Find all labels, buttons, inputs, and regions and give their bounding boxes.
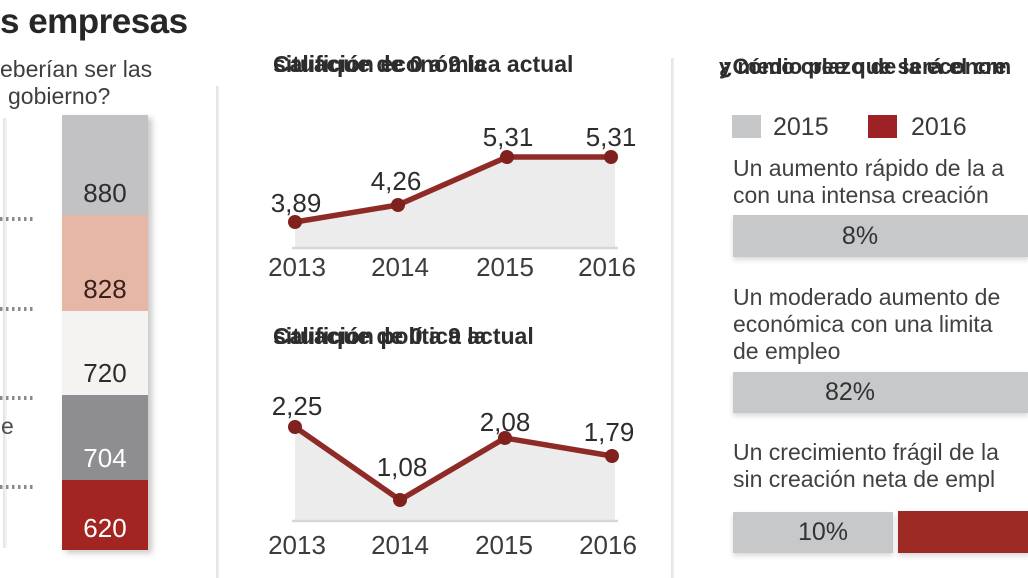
political-situation-line-value-label-2013: 2,25 — [271, 391, 323, 421]
economic-line-chart — [288, 150, 618, 250]
expectation-bar-1-percent-label: 8% — [841, 222, 879, 250]
expectation-heading-line-1: ¿Cómo cree que será el cre — [719, 54, 1007, 79]
political-line-chart — [288, 420, 619, 523]
expectation-heading-line-2: y medio plazo de la econom — [719, 54, 1012, 79]
answer-1-line-1: Un aumento rápido de la a — [733, 155, 1005, 181]
left-question-line-1: eberían ser las — [0, 56, 153, 82]
page-title-fragment: s empresas — [0, 2, 188, 41]
economic-chart-title-line-1: Califique de 0 a 9 la — [273, 51, 487, 77]
political-situation-line-value-label-2014: 1,08 — [376, 452, 428, 482]
legend-swatch-2015 — [732, 115, 761, 138]
dotted-leader-line-1 — [0, 217, 34, 221]
economic-situation-line-value-label-2016: 5,31 — [585, 122, 637, 152]
legend-swatch-2016 — [868, 115, 897, 138]
priorities-segment-704: 704 — [62, 395, 148, 480]
cropped-label-fragment: e — [1, 413, 14, 439]
political-situation-line-x-axis-label-2014: 2014 — [371, 530, 429, 560]
political-chart-title-line-1: Califique de 0 a 9 la — [273, 323, 487, 349]
dotted-leader-line-2 — [0, 307, 34, 311]
expectation-bar-3-gray — [733, 512, 893, 553]
dotted-leader-line-3 — [0, 396, 34, 400]
column-divider-right — [671, 58, 674, 578]
dotted-leader-line-4 — [0, 485, 34, 489]
economic-situation-line-x-axis-label-2016: 2016 — [578, 252, 636, 282]
priorities-segment-828: 828 — [62, 215, 148, 311]
economic-situation-line-value-label-2013: 3,89 — [270, 188, 322, 218]
expectation-bar-3-red — [898, 511, 1028, 553]
column-divider-left — [216, 86, 219, 578]
economic-chart-title-line-2: situación económica actual — [273, 51, 574, 77]
priorities-segment-620: 620 — [62, 480, 148, 550]
answer-3-line-2: sin creación neta de empl — [733, 466, 996, 492]
economic-situation-line-x-axis-label-2015: 2015 — [476, 252, 534, 282]
answer-2-line-1: Un moderado aumento de — [733, 284, 1001, 310]
priorities-segment-720: 720 — [62, 311, 148, 395]
political-situation-line-x-axis-label-2016: 2016 — [579, 530, 637, 560]
answer-2-line-3: de empleo — [733, 338, 841, 364]
economic-situation-line-value-label-2015: 5,31 — [482, 122, 534, 152]
answer-1-line-2: con una intensa creación — [733, 182, 989, 208]
political-situation-line-x-axis-label-2015: 2015 — [475, 530, 533, 560]
legend-label-2015: 2015 — [773, 113, 829, 141]
economic-situation-line-x-axis-label-2014: 2014 — [371, 252, 429, 282]
economic-situation-line-x-axis-label-2013: 2013 — [268, 252, 326, 282]
legend-label-2016: 2016 — [911, 113, 967, 141]
expectation-bar-3-percent-label: 10% — [797, 518, 849, 546]
expectation-bar-1-gray — [733, 215, 1028, 257]
priorities-segment-880: 880 — [62, 115, 148, 215]
expectation-bar-2-percent-label: 82% — [824, 378, 876, 406]
political-situation-line-value-label-2015: 2,08 — [479, 407, 531, 437]
answer-3-line-1: Un crecimiento frágil de la — [733, 439, 999, 465]
political-situation-line-value-label-2016: 1,79 — [583, 417, 635, 447]
answer-2-line-2: económica con una limita — [733, 311, 993, 337]
cropped-left-bar-shadow — [3, 118, 7, 548]
political-situation-line-x-axis-label-2013: 2013 — [268, 530, 326, 560]
economic-situation-line-value-label-2014: 4,26 — [370, 166, 422, 196]
political-chart-title-line-2: situación política actual — [273, 323, 534, 349]
expectation-bar-2-gray — [733, 372, 1028, 413]
left-question-line-2: gobierno? — [8, 83, 111, 109]
priorities-stacked-bar: 880 828 720 704 620 — [62, 115, 148, 550]
